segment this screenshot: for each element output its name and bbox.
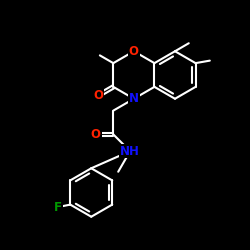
Text: O: O — [129, 45, 139, 58]
Text: N: N — [129, 92, 139, 105]
Text: F: F — [54, 200, 62, 213]
Text: O: O — [91, 128, 101, 141]
Text: O: O — [94, 89, 104, 102]
Text: NH: NH — [120, 145, 140, 158]
